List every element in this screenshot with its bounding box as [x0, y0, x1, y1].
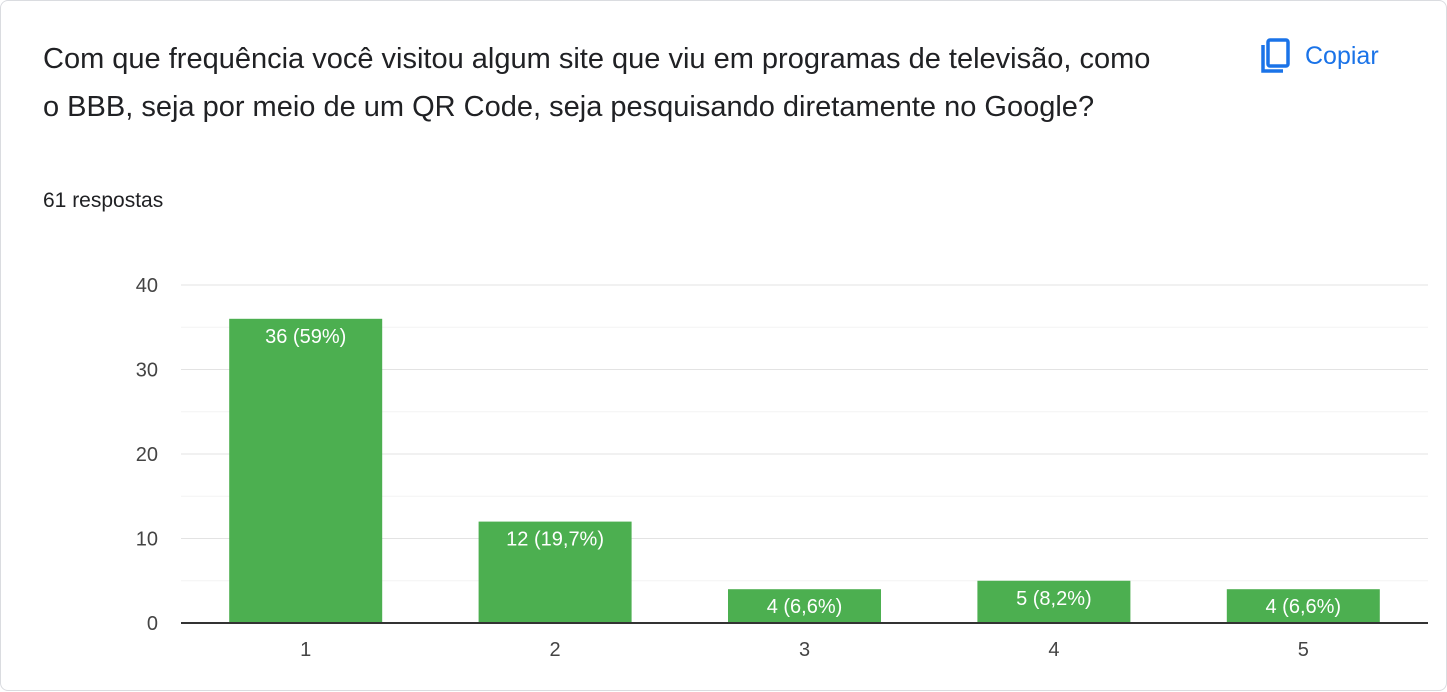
y-tick-label: 40	[136, 275, 158, 297]
bar-data-label: 12 (19,7%)	[506, 529, 604, 551]
bar	[229, 318, 383, 623]
x-tick-label: 1	[300, 639, 311, 661]
copy-button-label: Copiar	[1305, 41, 1379, 70]
bar-data-label: 4 (6,6%)	[1266, 596, 1342, 618]
bar	[977, 580, 1131, 623]
y-tick-label: 0	[147, 613, 158, 635]
bar-data-label: 5 (8,2%)	[1016, 588, 1092, 610]
y-tick-label: 30	[136, 360, 158, 382]
x-tick-label: 2	[550, 639, 561, 661]
y-tick-label: 20	[136, 444, 158, 466]
copy-icon	[1259, 37, 1291, 75]
bar-data-label: 36 (59%)	[265, 326, 346, 348]
bar-data-label: 4 (6,6%)	[767, 596, 843, 618]
y-tick-label: 10	[136, 529, 158, 551]
bar	[478, 521, 632, 623]
copy-button[interactable]: Copiar	[1251, 31, 1387, 81]
bar	[728, 589, 881, 623]
x-tick-label: 4	[1048, 639, 1059, 661]
x-tick-label: 5	[1298, 639, 1309, 661]
question-title: Com que frequência você visitou algum si…	[43, 43, 1151, 123]
x-tick-label: 3	[799, 639, 810, 661]
response-count: 61 respostas	[43, 189, 164, 212]
bar	[1226, 589, 1380, 623]
